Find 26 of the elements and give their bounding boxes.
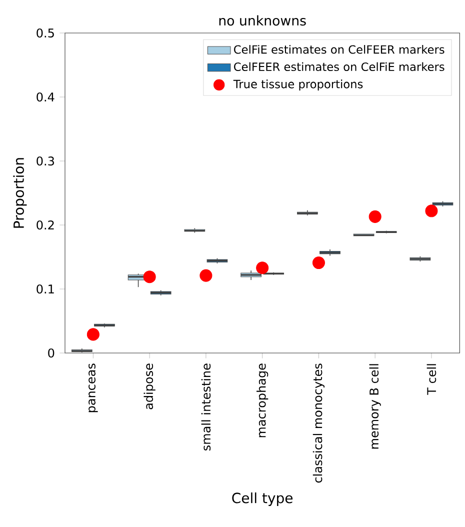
legend-label: True tissue proportions (233, 80, 363, 91)
x-tick-label: small intestine (201, 364, 211, 450)
x-tick-label: T cell (426, 364, 436, 395)
y-tick-label: 0.4 (36, 92, 54, 102)
x-tick-label: memory B cell (369, 364, 381, 449)
y-tick-label: 0.3 (36, 156, 54, 166)
point (256, 262, 269, 274)
point (200, 269, 212, 282)
y-tick-label: 0.5 (36, 28, 54, 38)
point (368, 210, 382, 223)
chart-title: no unknowns (219, 15, 306, 26)
legend-label: CelFiE estimates on CelFEER markers (234, 44, 444, 54)
y-tick-label: 0.2 (36, 220, 54, 230)
point (312, 256, 325, 270)
x-tick-label: macrophage (256, 364, 268, 438)
x-tick-label: panceas (88, 364, 98, 412)
legend-label: CelFEER estimates on CelFiE markers (234, 62, 444, 72)
point (425, 204, 438, 218)
y-tick-label: 0 (48, 348, 54, 358)
x-tick-label: adipose (144, 364, 156, 410)
x-axis-title: Cell type (232, 492, 293, 506)
point (86, 328, 100, 341)
point (143, 270, 156, 284)
y-tick-label: 0.1 (36, 284, 54, 294)
x-tick-label: classical monocytes (312, 364, 325, 483)
y-axis-title: Proportion (13, 158, 27, 228)
